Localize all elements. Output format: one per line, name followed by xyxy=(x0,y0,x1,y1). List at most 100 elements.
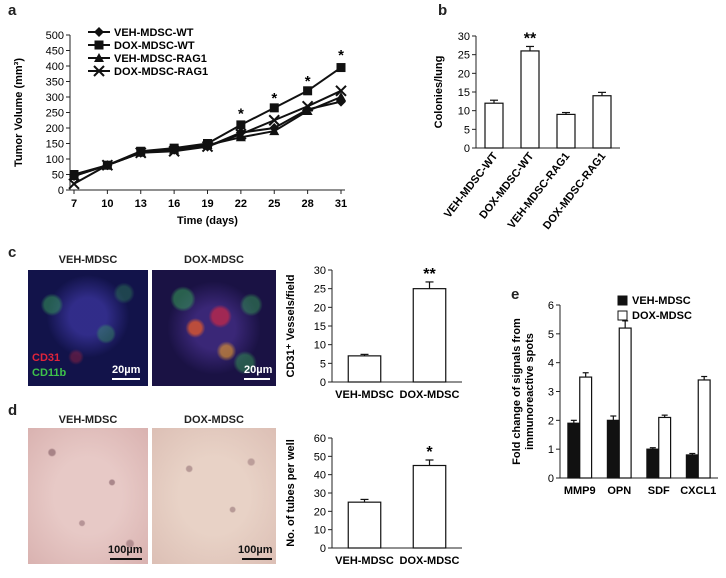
chart-d-bar xyxy=(347,501,382,549)
e-x-tick-label: SDF xyxy=(648,485,670,497)
chart-c-x-tick-label: DOX-MDSC xyxy=(400,389,460,401)
a-y-tick-label: 50 xyxy=(52,170,64,182)
chart-d-y-label: No. of tubes per well xyxy=(285,439,297,547)
e-bar-0 xyxy=(646,448,660,479)
stain-label-cd11b: CD11b xyxy=(32,367,67,379)
chart-b-significance-mark: ** xyxy=(524,30,537,47)
a-series-2-point xyxy=(69,171,79,181)
panel-label-e: e xyxy=(511,286,520,303)
chart-d-y-tick-label: 60 xyxy=(314,433,326,445)
a-series-1-point xyxy=(236,120,246,130)
micrograph-c2-image: 20µm xyxy=(152,270,276,386)
chart-c-y-tick-label: 25 xyxy=(314,284,326,296)
scale-bar-c1 xyxy=(112,378,140,380)
chart-d-y-tick-label: 20 xyxy=(314,506,326,518)
e-x-tick-label: CXCL1 xyxy=(680,485,716,497)
e-bar-1 xyxy=(697,379,711,479)
a-y-tick-label: 150 xyxy=(46,139,64,151)
chart-b-y-label: Colonies/lung xyxy=(433,56,445,129)
e-x-tick-label: MMP9 xyxy=(564,485,596,497)
e-y-label-line2: immunoreactive spots xyxy=(524,333,536,450)
a-series-2-point xyxy=(302,105,313,115)
chart-b-y-tick-label: 15 xyxy=(458,87,470,99)
chart-d-x-tick-label: DOX-MDSC xyxy=(400,555,460,567)
a-legend-label: DOX-MDSC-WT xyxy=(114,40,195,52)
micrograph-c1-image: CD31 CD11b 20µm xyxy=(28,270,148,386)
chart-c-x-tick-label: VEH-MDSC xyxy=(335,389,394,401)
a-significance-mark: * xyxy=(305,73,311,90)
e-legend-label: VEH-MDSC xyxy=(632,295,691,307)
a-x-tick-label: 10 xyxy=(101,198,113,210)
e-y-tick-label: 4 xyxy=(548,358,554,370)
a-y-tick-label: 400 xyxy=(46,61,64,73)
scale-label-c1: 20µm xyxy=(112,364,141,376)
chart-c-y-label: CD31⁺ Vessels/field xyxy=(285,274,297,377)
micrograph-d2-image: 100µm xyxy=(152,428,276,564)
a-legend-marker xyxy=(94,40,104,50)
chart-d-y-tick-label: 40 xyxy=(314,470,326,482)
a-legend-label: VEH-MDSC-WT xyxy=(114,27,194,39)
e-legend-label: DOX-MDSC xyxy=(632,310,692,322)
stain-label-cd31: CD31 xyxy=(32,352,61,364)
a-x-label: Time (days) xyxy=(177,215,238,227)
a-y-tick-label: 200 xyxy=(46,123,64,135)
a-series-3-point xyxy=(335,85,347,97)
a-x-tick-label: 22 xyxy=(235,198,247,210)
micrograph-c2-title: DOX-MDSC xyxy=(184,254,244,266)
micrograph-d2-title: DOX-MDSC xyxy=(184,414,244,426)
chart-b-y-tick-label: 10 xyxy=(458,106,470,118)
chart-b-y-tick-label: 20 xyxy=(458,68,470,80)
panel-label-d: d xyxy=(8,402,18,419)
chart-c-y-tick-label: 10 xyxy=(314,340,326,352)
e-bar-0 xyxy=(685,454,699,479)
a-y-tick-label: 300 xyxy=(46,92,64,104)
e-bar-0 xyxy=(567,422,581,479)
chart-c-y-tick-label: 30 xyxy=(314,265,326,277)
micrograph-d1-title: VEH-MDSC xyxy=(58,414,118,426)
a-legend-label: DOX-MDSC-RAG1 xyxy=(114,66,208,78)
a-y-tick-label: 350 xyxy=(46,77,64,89)
a-significance-mark: * xyxy=(271,90,277,107)
chart-d-y-tick-label: 0 xyxy=(320,543,326,555)
a-x-tick-label: 16 xyxy=(168,198,180,210)
a-y-tick-label: 0 xyxy=(58,185,64,197)
e-y-tick-label: 6 xyxy=(548,300,554,312)
micrograph-d1-image: 100µm xyxy=(28,428,148,564)
a-x-tick-label: 7 xyxy=(71,198,77,210)
a-x-tick-label: 28 xyxy=(302,198,314,210)
e-y-label-line1: Fold change of signals from xyxy=(511,318,523,465)
e-bar-1 xyxy=(658,416,672,479)
a-series-3-point xyxy=(135,147,147,159)
a-y-label: Tumor Volume (mm³) xyxy=(13,58,25,167)
e-x-tick-label: OPN xyxy=(607,485,631,497)
e-y-tick-label: 0 xyxy=(548,473,554,485)
a-series-3-point xyxy=(301,100,314,113)
a-series-3-point xyxy=(201,140,214,153)
a-series-3-point xyxy=(68,178,80,190)
a-series-3-point xyxy=(235,128,247,140)
a-series-2-point xyxy=(235,132,246,142)
a-legend-marker xyxy=(94,53,104,62)
a-y-tick-label: 500 xyxy=(46,30,64,42)
scale-label-c2: 20µm xyxy=(244,364,273,376)
scale-label-d1: 100µm xyxy=(108,544,143,556)
a-y-tick-label: 450 xyxy=(46,46,64,58)
a-significance-mark: * xyxy=(338,47,344,64)
chart-b-y-tick-label: 5 xyxy=(464,124,470,136)
scale-label-d2: 100µm xyxy=(238,544,273,556)
chart-d-x-tick-label: VEH-MDSC xyxy=(335,555,394,567)
a-significance-mark: * xyxy=(238,106,244,123)
a-series-1-point xyxy=(303,86,313,96)
chart-d-significance-mark: * xyxy=(426,444,433,461)
chart-b-y-tick-label: 30 xyxy=(458,31,470,43)
a-series-2-point xyxy=(336,92,346,101)
a-series-2-point xyxy=(269,126,280,136)
scale-bar-c2 xyxy=(244,378,270,380)
e-bar-1 xyxy=(579,376,593,479)
e-y-tick-label: 2 xyxy=(548,415,554,427)
chart-c-significance-mark: ** xyxy=(423,266,436,283)
